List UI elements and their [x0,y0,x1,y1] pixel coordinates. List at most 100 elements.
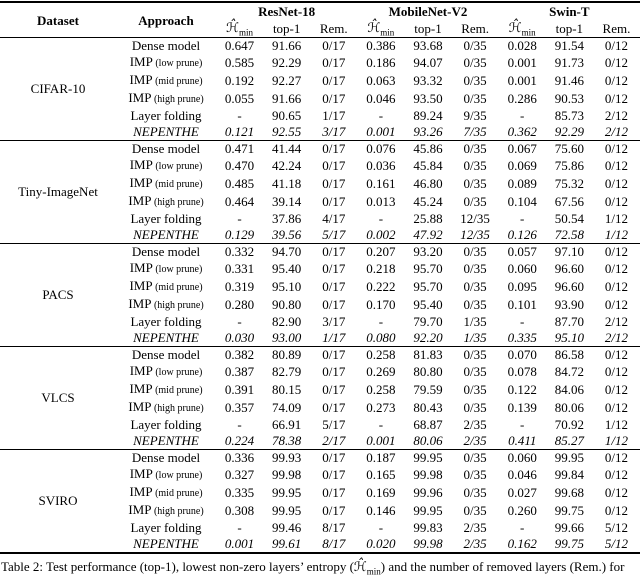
value-cell: 0.121 [224,124,255,139]
value-cell: - [237,417,242,432]
approach-label: Layer folding [130,314,202,329]
value-cell: 0.470 [224,158,255,173]
value-cell: 46.80 [413,176,443,191]
value-cell: 96.60 [554,279,584,294]
approach-label: IMP (mid prune) [129,175,203,190]
value-cell: 45.24 [413,194,443,209]
value-cell: 0/35 [463,450,487,465]
value-cell: 0/35 [463,364,487,379]
approach-label: NEPENTHE [133,536,199,551]
approach-note: (high prune) [151,94,204,105]
caption-text-suffix: ) and the number of removed layers (Rem.… [380,559,625,574]
value-cell: - [520,108,525,123]
column-header-top1: top-1 [272,20,301,36]
value-cell: 92.27 [272,73,302,88]
value-cell: 0.146 [366,503,396,518]
value-cell: 0.078 [507,364,537,379]
value-cell: 0/35 [463,261,487,276]
value-cell: 80.15 [272,382,302,397]
value-cell: 0.464 [224,194,255,209]
value-cell: 0.485 [224,176,255,191]
value-cell: 0/17 [322,364,346,379]
value-cell: 0.224 [224,433,255,448]
approach-label: IMP (mid prune) [129,381,203,396]
table-row: IMP (mid prune) 0.485 41.18 0/17 0.161 46.80 0… [0,175,640,193]
value-cell: 0.387 [224,364,255,379]
value-cell: 0.391 [224,382,255,397]
value-cell: 1/12 [604,211,628,226]
value-cell: 95.70 [413,261,443,276]
value-cell: 84.06 [554,382,584,397]
table-row: Layer folding - 82.90 3/17 - 79.70 1/35 - 87.70 2… [0,314,640,330]
table-row: IMP (low prune) 0.585 92.29 0/17 0.186 94.07 0… [0,54,640,72]
approach-label: Dense model [131,38,201,53]
value-cell: 0/17 [322,347,346,362]
value-cell: 0/35 [463,297,487,312]
value-cell: 1/12 [604,417,628,432]
approach-label: Layer folding [130,417,202,432]
table-row: CIFAR-10 Dense model 0.647 91.66 0/17 0.386 93… [0,38,640,96]
value-cell: 4/17 [322,211,346,226]
value-cell: 90.65 [272,108,302,123]
table-caption: Table 2: Test performance (top-1), lowes… [1,559,640,576]
value-cell: 2/35 [463,536,487,551]
approach-label: IMP (high prune) [128,296,204,311]
value-cell: 99.83 [413,520,443,535]
table-row: NEPENTHE 0.121 92.55 3/17 0.001 93.26 7/35 0.36… [0,124,640,141]
value-cell: 0/12 [604,503,628,518]
value-cell: - [378,314,384,329]
entropy-subscript: min [521,27,536,38]
value-cell: 99.66 [554,520,584,535]
approach-label: IMP (low prune) [129,157,203,172]
value-cell: 0.070 [507,347,537,362]
value-cell: 47.92 [413,227,443,242]
value-cell: 0.057 [507,244,537,259]
value-cell: 0.001 [224,536,255,551]
approach-label: Dense model [131,450,201,465]
value-cell: - [378,211,384,226]
value-cell: - [378,417,384,432]
value-cell: 0/35 [463,400,487,415]
value-cell: 0/12 [604,467,628,482]
value-cell: 99.95 [413,503,443,518]
value-cell: 99.95 [413,450,443,465]
value-cell: 86.58 [554,347,584,362]
value-cell: 0.060 [507,261,537,276]
value-cell: 93.32 [413,73,443,88]
value-cell: 2/12 [604,314,628,329]
value-cell: 91.66 [272,38,302,53]
value-cell: 0/12 [604,244,628,259]
approach-label: Layer folding [130,211,202,226]
value-cell: 80.06 [413,433,443,448]
value-cell: 0.286 [507,91,537,106]
value-cell: 82.90 [272,314,302,329]
value-cell: 0/17 [322,91,346,106]
value-cell: 0/35 [463,347,487,362]
value-cell: 0.362 [507,124,537,139]
value-cell: 82.79 [272,364,302,379]
value-cell: 75.86 [554,158,584,173]
value-cell: 0.165 [366,467,396,482]
value-cell: 0.411 [508,433,537,448]
value-cell: 0/17 [322,467,346,482]
value-cell: 0/17 [322,503,346,518]
column-header-rem: Rem. [319,20,348,36]
value-cell: 0.060 [507,450,537,465]
value-cell: 41.18 [272,176,302,191]
approach-note: (low prune) [152,264,203,275]
table-row: IMP (low prune) 0.331 95.40 0/17 0.218 95.70 0… [0,260,640,278]
value-cell: 1/35 [463,314,487,329]
value-cell: 99.95 [272,503,302,518]
entropy-symbol: ℋ̂ [367,21,381,36]
value-cell: 99.75 [554,536,584,551]
dataset-label: VLCS [41,390,75,405]
approach-note: (high prune) [151,197,204,208]
approach-label: IMP (low prune) [129,54,203,69]
column-header-top1: top-1 [414,20,442,36]
approach-label: IMP (low prune) [129,260,203,275]
value-cell: 0/17 [322,382,346,397]
value-cell: 0.013 [366,194,396,209]
value-cell: - [520,520,525,535]
value-cell: 0.027 [507,485,537,500]
value-cell: 91.46 [554,73,584,88]
